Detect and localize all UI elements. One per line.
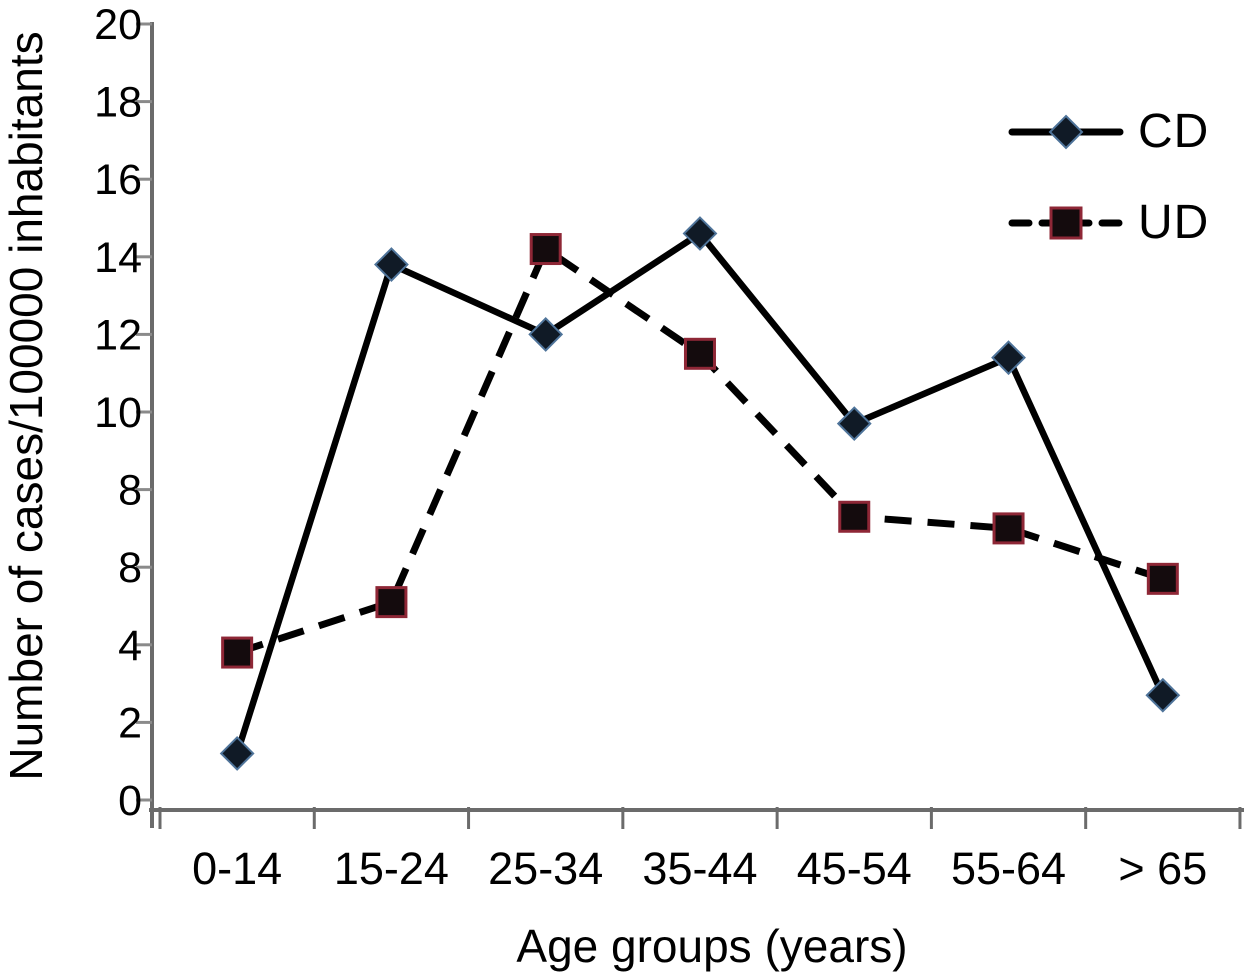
cd-marker bbox=[991, 340, 1026, 376]
cd-marker bbox=[374, 247, 409, 282]
y-tick-label: 12 bbox=[94, 311, 142, 359]
y-tick-label: 10 bbox=[94, 389, 142, 437]
cd-line bbox=[233, 230, 1167, 757]
y-tick-label: 4 bbox=[118, 622, 142, 670]
ud-marker bbox=[375, 586, 408, 619]
legend-label-ud: UD bbox=[1138, 196, 1210, 249]
x-tick-label: 15-24 bbox=[334, 843, 449, 894]
x-tick-label: 55-64 bbox=[951, 843, 1066, 894]
legend-label-cd: CD bbox=[1138, 105, 1210, 158]
cd-marker bbox=[528, 316, 564, 352]
cd-marker bbox=[682, 216, 718, 251]
ud-marker bbox=[838, 500, 871, 533]
ud-marker bbox=[221, 636, 254, 669]
y-tick-label: 16 bbox=[94, 156, 142, 204]
y-tick-label: 20 bbox=[94, 1, 142, 49]
y-tick-label: 14 bbox=[94, 234, 142, 282]
cd-marker bbox=[836, 406, 872, 442]
cd-marker bbox=[219, 736, 255, 771]
legend-row-ud: UD bbox=[1008, 195, 1209, 250]
ud-marker bbox=[529, 233, 562, 266]
x-tick-label: 35-44 bbox=[642, 843, 757, 894]
y-tick-label: 0 bbox=[118, 777, 142, 825]
legend-row-cd: CD bbox=[1008, 104, 1209, 159]
ud-marker bbox=[683, 337, 716, 370]
ud-marker bbox=[992, 512, 1025, 545]
y-tick-label: 18 bbox=[94, 79, 142, 127]
x-tick-label: 25-34 bbox=[488, 843, 603, 894]
x-tick-label: 45-54 bbox=[797, 843, 912, 894]
x-tick-label: > 65 bbox=[1118, 843, 1207, 894]
ud-legend-swatch-icon bbox=[1008, 206, 1124, 239]
y-tick-label: 8 bbox=[118, 544, 142, 592]
y-tick-label: 2 bbox=[118, 699, 142, 747]
legend: CD UD bbox=[1008, 104, 1209, 250]
x-tick-label: 0-14 bbox=[192, 843, 282, 894]
cd-legend-swatch-icon bbox=[1008, 114, 1124, 149]
ud-marker bbox=[1146, 562, 1179, 595]
y-tick-label: 8 bbox=[118, 467, 142, 515]
x-axis-title: Age groups (years) bbox=[516, 920, 907, 972]
cd-marker bbox=[1145, 677, 1181, 713]
y-axis-title: Number of cases/100000 inhabitants bbox=[0, 31, 52, 780]
